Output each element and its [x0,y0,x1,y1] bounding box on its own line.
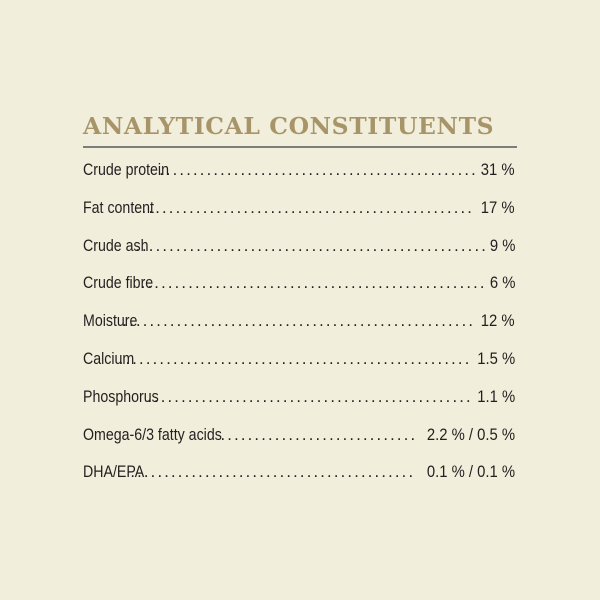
dot-leader [159,161,475,180]
dot-leader [119,350,471,369]
constituent-label: Crude protein [83,161,169,179]
list-item: Calcium 1.5 % [83,350,515,388]
list-item: Crude protein 31 % [83,161,515,199]
constituent-value: 1.5 % [477,349,515,368]
constituent-label: Moisture [83,312,138,331]
constituent-label: DHA/EPA [83,463,145,482]
constituent-label: Crude fibre [83,274,154,293]
list-item: Fat content 17 % [83,199,515,237]
constituent-value: 1.1 % [477,387,515,406]
title-divider [83,146,517,148]
constituent-label: Crude ash [83,236,149,255]
constituents-list: Crude protein 31 % Fat content 17 % Crude … [83,161,515,501]
dot-leader [130,463,415,482]
list-item: Moisture 12 % [83,312,515,350]
dot-leader [147,388,471,407]
list-item: Phosphorus 1.1 % [83,388,515,426]
constituent-value: 12 % [481,312,515,331]
list-item: DHA/EPA 0.1 % / 0.1 % [83,463,515,501]
constituent-value: 2.2 % / 0.5 % [426,425,515,444]
list-item: Crude fibre 6 % [83,274,515,312]
constituent-label: Phosphorus [83,387,159,406]
constituent-value: 6 % [489,274,515,293]
dot-leader [141,274,485,293]
list-item: Crude ash 9 % [83,237,515,275]
section-title: ANALYTICAL CONSTITUENTS [83,113,495,140]
constituent-value: 0.1 % / 0.1 % [426,463,515,482]
dot-leader [142,199,476,218]
constituent-label: Fat content [83,198,155,217]
constituent-value: 9 % [489,236,515,255]
constituent-label: Omega-6/3 fatty acids [83,425,222,444]
list-item: Omega-6/3 fatty acids 2.2 % / 0.5 % [83,426,515,464]
dot-leader [122,312,475,331]
constituent-label: Calcium [83,349,135,368]
constituent-value: 31 % [481,161,515,179]
dot-leader [221,426,415,445]
constituent-value: 17 % [481,198,515,217]
dot-leader [135,237,484,256]
